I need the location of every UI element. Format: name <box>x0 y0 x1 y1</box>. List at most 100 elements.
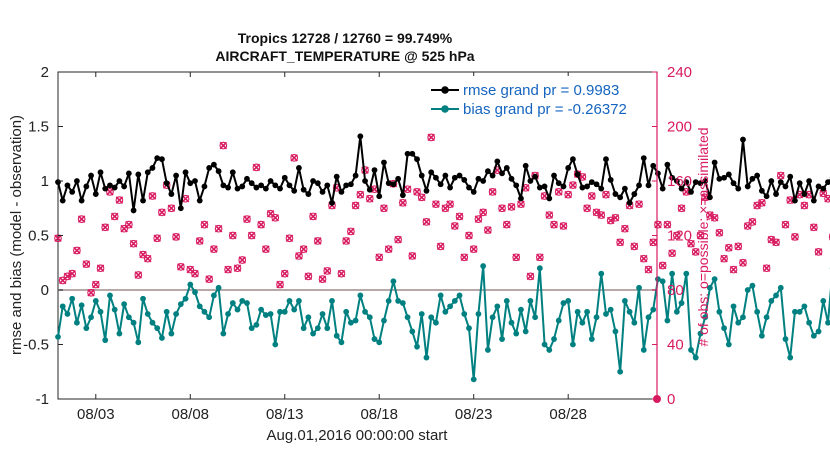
obs-possible-mark <box>247 231 256 240</box>
rmse-point <box>234 185 241 192</box>
rmse-point <box>480 178 487 184</box>
obs-possible-mark <box>583 204 591 213</box>
y-tick-label: 0.5 <box>28 228 49 245</box>
bias-point <box>329 298 335 304</box>
obs-marker <box>313 237 322 245</box>
rmse-point <box>810 197 817 204</box>
bias-point <box>593 314 600 321</box>
bias-point <box>466 325 472 332</box>
rmse-point <box>763 193 770 200</box>
bias-point <box>484 347 491 353</box>
obs-marker <box>696 231 705 240</box>
bias-point <box>777 284 784 291</box>
rmse-point <box>513 182 520 189</box>
obs-marker <box>724 243 733 252</box>
obs-marker <box>191 269 199 278</box>
obs-possible-mark <box>743 222 752 230</box>
bias-point <box>659 278 666 285</box>
bias-point <box>390 278 397 285</box>
rmse-point <box>716 175 723 182</box>
bias-point <box>442 308 449 315</box>
obs-possible-mark <box>219 141 228 150</box>
obs-marker <box>82 260 91 268</box>
y-tick-label: 1 <box>41 173 49 190</box>
rmse-point <box>55 179 61 185</box>
obs-marker <box>285 234 294 243</box>
obs-marker <box>96 264 105 273</box>
obs-possible-mark <box>696 231 705 240</box>
obs-possible-mark <box>724 243 733 252</box>
obs-marker <box>611 213 620 222</box>
obs-marker <box>677 204 686 213</box>
bias-point <box>707 284 713 291</box>
obs-possible-mark <box>408 252 417 260</box>
rmse-point <box>329 199 335 206</box>
bias-point <box>527 298 534 304</box>
obs-marker <box>417 193 426 202</box>
obs-possible-mark <box>422 218 431 226</box>
rmse-point <box>692 179 699 185</box>
legend-rmse-marker <box>441 86 449 94</box>
obs-possible-mark <box>214 224 223 233</box>
bias-point <box>314 325 321 332</box>
obs-marker <box>172 233 180 241</box>
obs-possible-mark <box>276 280 284 289</box>
obs-marker <box>309 212 317 221</box>
y2-axis-label: # of obs: o=possible; ×=assimilated <box>695 127 711 346</box>
obs-marker <box>824 194 830 203</box>
obs-marker <box>743 222 752 230</box>
rmse-point <box>570 156 576 163</box>
rmse-point <box>381 159 387 166</box>
y-tick-label: 0 <box>41 282 49 299</box>
rmse-point <box>168 191 175 197</box>
obs-marker <box>200 220 209 229</box>
rmse-point <box>399 192 406 199</box>
obs-marker <box>195 237 204 245</box>
bias-point <box>83 325 90 332</box>
obs-possible-mark <box>814 248 823 256</box>
bias-point <box>555 317 562 324</box>
chart-title-line1: Tropics 12728 / 12760 = 99.749% <box>238 30 453 46</box>
bias-point <box>182 295 189 302</box>
obs-marker <box>295 252 303 260</box>
rmse-point <box>522 162 529 169</box>
obs-possible-mark <box>73 246 81 255</box>
obs-marker <box>814 248 823 256</box>
rmse-point <box>433 174 439 181</box>
rmse-point <box>338 189 345 195</box>
bias-point <box>78 302 85 309</box>
obs-possible-mark <box>427 133 436 142</box>
bias-point <box>215 284 222 291</box>
obs-possible-mark <box>748 218 757 226</box>
bias-point <box>725 341 732 348</box>
rmse-point <box>159 156 165 163</box>
rmse-point <box>111 184 118 191</box>
rmse-point <box>210 161 217 168</box>
rmse-point <box>272 182 279 189</box>
obs-marker <box>512 253 521 262</box>
obs-marker <box>318 275 327 283</box>
rmse-point <box>612 191 619 197</box>
rmse-point <box>343 182 350 189</box>
bias-point <box>683 270 690 277</box>
bias-point <box>810 332 817 339</box>
rmse-point <box>541 183 548 190</box>
bias-point <box>362 308 368 315</box>
bias-point <box>229 300 236 306</box>
rmse-point <box>725 171 732 178</box>
obs-possible-mark <box>167 204 176 213</box>
bias-point <box>598 270 605 277</box>
bias-point <box>414 343 420 350</box>
obs-possible-mark <box>776 171 785 180</box>
rmse-point <box>636 182 642 189</box>
obs-possible-mark <box>158 208 166 217</box>
rmse-point <box>409 150 416 157</box>
obs-possible-mark <box>87 288 95 297</box>
bias-point <box>381 317 387 324</box>
bias-point <box>399 300 406 306</box>
obs-possible-mark <box>658 261 667 270</box>
rmse-point <box>121 183 128 190</box>
obs-possible-mark <box>677 204 686 213</box>
rmse-point <box>201 183 208 190</box>
obs-possible-mark <box>526 272 535 281</box>
